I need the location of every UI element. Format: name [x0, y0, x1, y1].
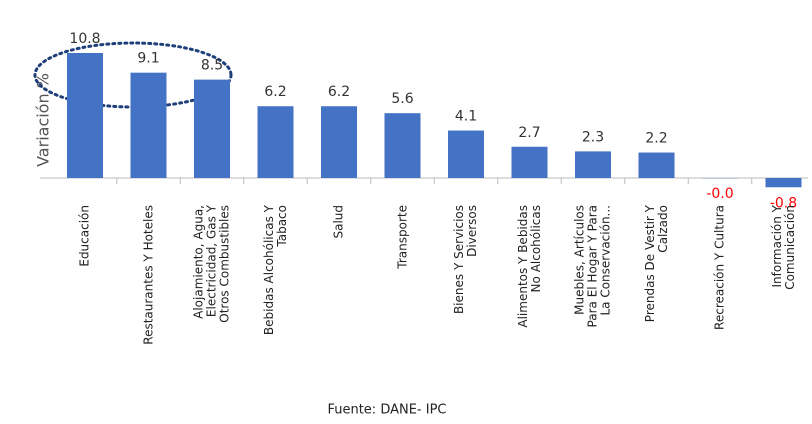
bar [638, 152, 675, 178]
value-label: 10.8 [69, 31, 100, 47]
bar [575, 151, 611, 178]
x-tick-label: Bebidas Alcohólicas Y Tabaco [261, 205, 289, 336]
x-tick-label: Alimentos Y Bebidas No Alcohólicas [515, 205, 543, 328]
x-tick-label: Muebles, Artículos Para El Hogar Y Para … [572, 205, 613, 328]
x-tick-label: Prendas De Vestir Y Calzado [642, 205, 670, 323]
x-tick-label: Bienes Y Servicios Diversos [452, 205, 479, 315]
value-label: 8.5 [201, 58, 223, 74]
bar [321, 106, 357, 178]
value-label: 6.2 [328, 84, 350, 100]
bar [765, 178, 802, 188]
value-label: 9.1 [137, 51, 159, 67]
x-tick-label: Salud [331, 205, 346, 239]
x-tick-label: Restaurantes Y Hoteles [141, 205, 155, 345]
value-label: 2.2 [645, 131, 667, 147]
x-tick-label: Transporte [395, 205, 409, 269]
x-tick-label: Recreación Y Cultura [712, 205, 727, 330]
value-label: 5.6 [391, 91, 413, 107]
bar [511, 146, 548, 178]
source: Fuente: DANE- IPC [327, 403, 446, 418]
value-label: 2.3 [582, 129, 604, 145]
value-label: 4.1 [455, 109, 477, 125]
bar [194, 79, 230, 178]
bar [448, 130, 484, 178]
value-label: 6.2 [264, 84, 286, 100]
value-label: -0.0 [706, 186, 733, 202]
y-axis-label: Variación % [34, 73, 53, 167]
value-label: 2.7 [518, 125, 540, 141]
value-label: -0.8 [770, 195, 797, 211]
bar [67, 53, 103, 178]
bar [257, 106, 294, 178]
bar [384, 113, 421, 178]
x-tick-label: Información Y Comunicación [769, 205, 797, 290]
bar [130, 72, 167, 178]
x-tick-label: Alojamiento, Agua, Electricidad, Gas Y O… [191, 205, 232, 323]
x-tick-label: Educación [77, 205, 92, 267]
